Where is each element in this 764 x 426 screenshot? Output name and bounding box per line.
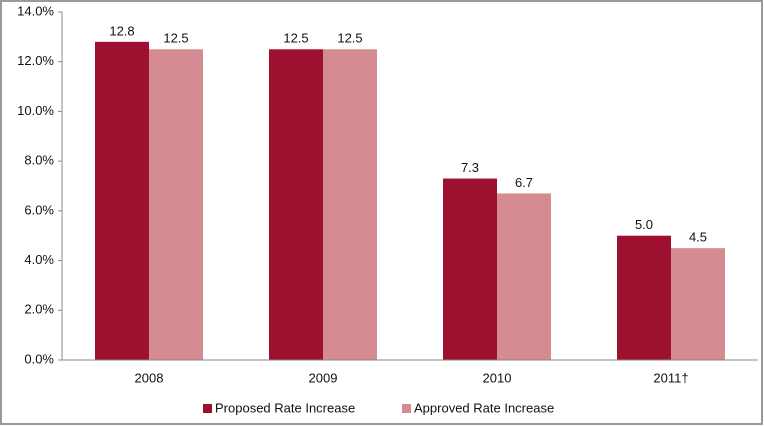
x-tick-label: 2008	[135, 370, 164, 385]
legend-swatch	[402, 404, 411, 413]
value-label: 12.8	[109, 23, 134, 38]
y-tick-label: 14.0%	[17, 3, 54, 18]
bar	[671, 248, 725, 360]
value-label: 4.5	[689, 230, 707, 245]
value-label: 7.3	[461, 160, 479, 175]
value-label: 12.5	[163, 31, 188, 46]
y-tick-label: 4.0%	[24, 252, 54, 267]
y-tick-label: 10.0%	[17, 103, 54, 118]
y-tick-label: 2.0%	[24, 302, 54, 317]
x-tick-label: 2009	[309, 370, 338, 385]
y-tick-label: 12.0%	[17, 53, 54, 68]
value-label: 12.5	[283, 31, 308, 46]
bar	[497, 193, 551, 360]
x-tick-label: 2010	[483, 370, 512, 385]
y-tick-label: 8.0%	[24, 153, 54, 168]
x-tick-label: 2011†	[653, 370, 688, 385]
legend-label: Approved Rate Increase	[414, 400, 554, 415]
value-label: 5.0	[635, 217, 653, 232]
legend-label: Proposed Rate Increase	[215, 400, 355, 415]
y-tick-label: 6.0%	[24, 202, 54, 217]
bar	[149, 49, 203, 361]
bar	[323, 49, 377, 361]
value-label: 6.7	[515, 175, 533, 190]
y-tick-label: 0.0%	[24, 351, 54, 366]
bar	[617, 235, 671, 360]
bar	[443, 178, 497, 360]
value-label: 12.5	[337, 31, 362, 46]
bar	[95, 41, 149, 360]
bar	[269, 49, 323, 361]
legend-swatch	[203, 404, 212, 413]
